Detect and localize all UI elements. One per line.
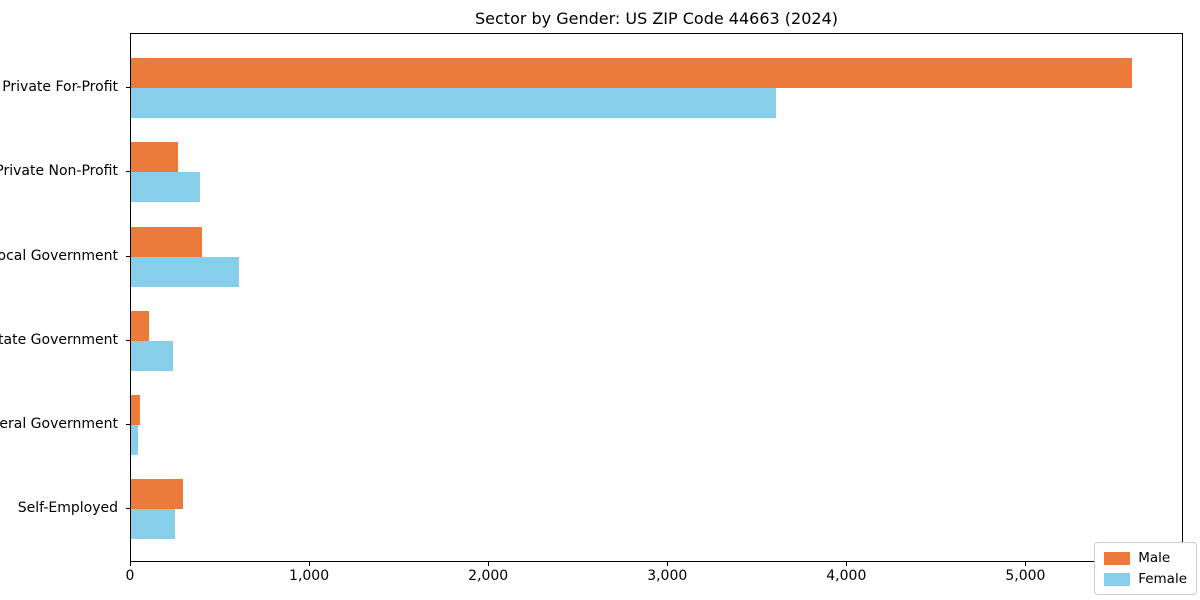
y-tick-label-federal-government: Federal Government (0, 416, 118, 432)
legend-label-female: Female (1138, 571, 1187, 587)
x-tick-label: 5,000 (1005, 568, 1046, 584)
bar-male-local-government (131, 226, 202, 257)
x-tick-label: 4,000 (826, 568, 867, 584)
y-tick-label-private-non-profit: Private Non-Profit (0, 163, 118, 180)
bar-female-self-employed (131, 509, 175, 540)
legend-item-male: Male (1104, 550, 1187, 566)
legend-item-female: Female (1104, 571, 1187, 587)
plot-area (130, 33, 1183, 562)
legend-swatch-male (1104, 551, 1131, 565)
x-tick-mark (846, 562, 848, 566)
bar-female-state-government (131, 340, 173, 371)
y-tick-label-local-government: Local Government (0, 247, 118, 264)
y-tick-label-state-government: State Government (0, 331, 118, 348)
legend-label-male: Male (1138, 550, 1171, 566)
x-tick-mark (667, 562, 669, 566)
x-tick-mark (1025, 562, 1027, 566)
bar-male-state-government (131, 310, 149, 341)
bar-male-self-employed (131, 479, 183, 510)
y-tick-mark (126, 508, 130, 510)
legend-swatch-female (1104, 572, 1131, 586)
y-tick-mark (126, 255, 130, 257)
y-tick-mark (126, 339, 130, 341)
bar-male-private-for-profit (131, 58, 1132, 89)
bar-male-private-non-profit (131, 142, 178, 173)
x-tick-label: 2,000 (468, 568, 509, 584)
y-tick-mark (126, 87, 130, 89)
chart-title: Sector by Gender: US ZIP Code 44663 (202… (475, 9, 838, 28)
x-tick-mark (130, 562, 131, 566)
x-tick-mark (488, 562, 490, 566)
bar-female-federal-government (131, 425, 138, 455)
x-tick-label: 3,000 (647, 568, 688, 584)
bar-female-local-government (131, 256, 239, 287)
y-tick-label-self-employed: Self-Employed (17, 500, 118, 517)
legend: Male Female (1094, 542, 1197, 595)
bar-female-private-non-profit (131, 172, 200, 203)
y-tick-mark (126, 424, 130, 425)
x-tick-label: 0 (125, 568, 135, 584)
y-tick-mark (126, 171, 130, 173)
x-tick-label: 1,000 (289, 568, 330, 584)
x-tick-mark (309, 562, 311, 566)
bar-male-federal-government (131, 395, 140, 425)
y-tick-label-private-for-profit: Private For-Profit (2, 79, 118, 96)
bar-female-private-for-profit (131, 88, 777, 119)
